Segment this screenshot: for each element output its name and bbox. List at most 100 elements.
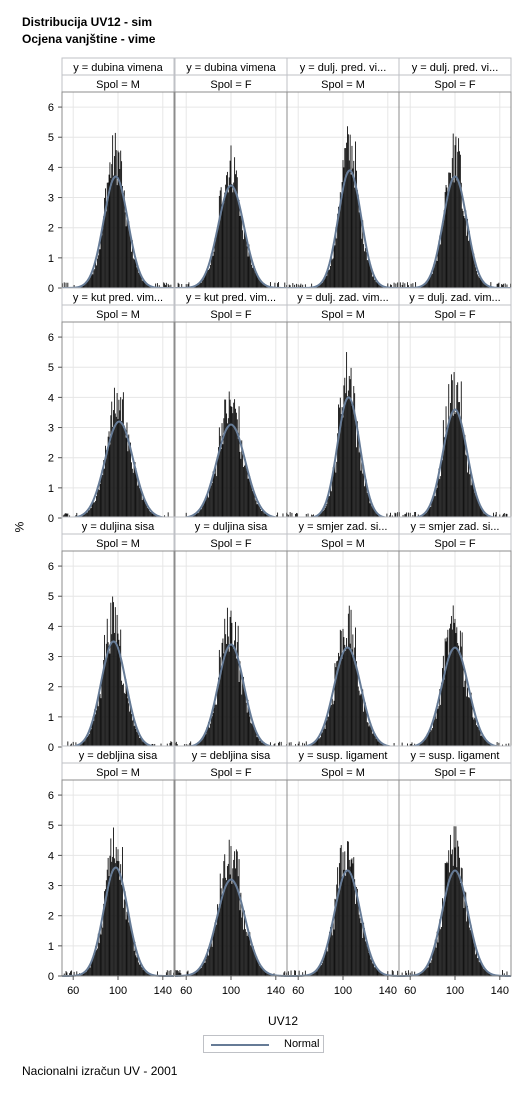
histogram-bar [96, 258, 98, 288]
histogram-bar [125, 919, 127, 976]
histogram-bar [472, 717, 474, 747]
histogram-bar [313, 972, 315, 976]
histogram-bar [298, 741, 300, 747]
histogram-bar [419, 743, 421, 747]
y-tick-label: 6 [48, 102, 54, 114]
histogram-bar [326, 275, 328, 288]
histogram-bar [435, 259, 437, 288]
histogram-bar [261, 282, 263, 288]
histogram-bar [312, 743, 313, 747]
histogram-bar [454, 145, 456, 288]
histogram-bar [120, 397, 122, 518]
histogram-bar [192, 973, 193, 976]
histogram-bar [81, 974, 83, 976]
histogram-bar [205, 271, 207, 288]
histogram-bar [457, 151, 459, 288]
histogram-bar [432, 951, 434, 976]
histogram-bar [459, 151, 460, 288]
histogram-bar [468, 697, 470, 747]
histogram-bar [108, 876, 110, 976]
histogram-bar [143, 497, 145, 518]
histogram-bar [307, 513, 309, 518]
histogram-bar [497, 283, 499, 288]
histogram-bar [138, 962, 140, 976]
histogram-bar [378, 970, 380, 976]
histogram-bar [241, 694, 243, 747]
histogram-bar [211, 946, 213, 976]
histogram-bar [125, 437, 127, 518]
histogram-bar [373, 273, 374, 288]
histogram-bar [341, 407, 343, 518]
histogram-bar [336, 884, 338, 976]
histogram-bar [73, 971, 75, 976]
histogram-bar [342, 160, 344, 288]
histogram-bar [326, 503, 328, 518]
histogram-bar [246, 246, 248, 288]
histogram-bar [166, 970, 168, 976]
histogram-bar [283, 972, 285, 976]
histogram-bar [111, 861, 113, 976]
histogram-bar [502, 283, 504, 288]
histogram-bar [428, 733, 430, 747]
histogram-bar [404, 283, 406, 288]
histogram-bar [212, 255, 214, 288]
histogram-bar [140, 277, 142, 288]
histogram-bar [488, 743, 490, 747]
histogram-bar [358, 212, 360, 288]
histogram-bar [380, 972, 382, 976]
histogram-bar [133, 950, 135, 976]
histogram-bar [297, 284, 299, 288]
histogram-bar [339, 192, 341, 288]
histogram-bar [324, 950, 326, 976]
histogram-bar [353, 857, 355, 976]
histogram-bar [204, 962, 206, 976]
histogram-bar [168, 970, 170, 976]
histogram-bar [278, 742, 279, 747]
legend: Normal [203, 1035, 324, 1053]
histogram-bar [373, 967, 375, 976]
histogram-bar [166, 743, 168, 747]
histogram-bar [362, 689, 364, 747]
histogram-bar [478, 962, 480, 976]
histogram-bar [364, 703, 365, 747]
histogram-bar [487, 286, 489, 288]
histogram-bar [251, 483, 253, 518]
histogram-bar [429, 958, 431, 976]
histogram-bar [106, 618, 108, 747]
panel-header-1-text: y = kut pred. vim... [186, 292, 276, 304]
histogram-bar [369, 503, 371, 518]
histogram-bar [201, 738, 203, 747]
histogram-bar [321, 965, 322, 976]
histogram-bar [199, 742, 201, 747]
y-axis-label: % [12, 521, 27, 533]
histogram-bar [81, 286, 83, 288]
histogram-bar [226, 175, 227, 288]
histogram-bar [390, 284, 391, 288]
panel-header-2-text: Spol = M [96, 309, 140, 321]
histogram-bar [319, 738, 321, 747]
histogram-bar [199, 969, 201, 976]
histogram-bar [340, 196, 342, 288]
histogram-bar [381, 743, 383, 747]
histogram-bar [180, 973, 182, 976]
histogram-bar [227, 636, 229, 747]
histogram-bar [360, 693, 362, 747]
panel-header-1-text: y = dulj. pred. vi... [300, 62, 387, 74]
histogram-bar [429, 731, 431, 747]
histogram-bar [120, 150, 122, 288]
panel-header-1-text: y = dubina vimena [73, 62, 163, 74]
histogram-bar [118, 399, 120, 518]
histogram-bar [164, 283, 166, 288]
histogram-bar [355, 661, 357, 747]
histogram-bar [374, 510, 376, 518]
histogram-bar [428, 507, 430, 518]
histogram-bar [414, 971, 416, 976]
histogram-bar [89, 508, 91, 518]
histogram-bar [151, 513, 153, 518]
histogram-bar [103, 659, 105, 747]
histogram-bar [250, 254, 252, 288]
histogram-bar [328, 939, 330, 976]
histogram-bar [331, 935, 333, 976]
histogram-bar [472, 482, 474, 518]
histogram-bar [505, 743, 507, 747]
